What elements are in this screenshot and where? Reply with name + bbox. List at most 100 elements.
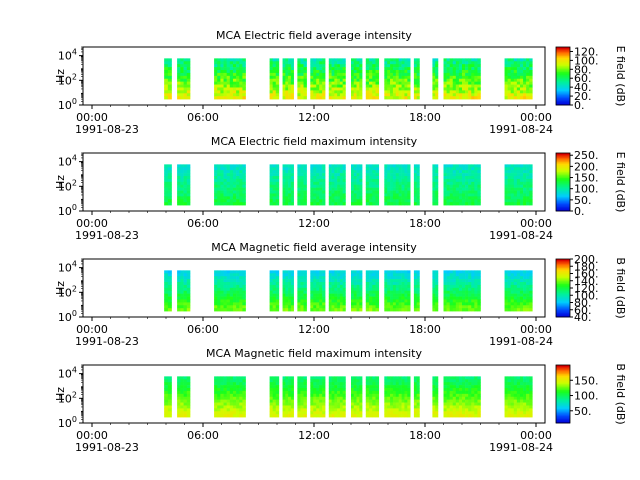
colorbar-tick-label: 160. bbox=[574, 268, 599, 281]
spectrogram-cell bbox=[223, 302, 227, 306]
spectrogram-cell bbox=[220, 190, 224, 194]
spectrogram-cell bbox=[471, 93, 475, 97]
spectrogram-cell bbox=[390, 181, 394, 186]
spectrogram-cell bbox=[232, 290, 237, 294]
spectrogram-cell bbox=[455, 75, 460, 80]
spectrogram-cell bbox=[401, 405, 405, 409]
spectrogram-cell bbox=[516, 72, 521, 77]
spectrogram-cell bbox=[458, 282, 463, 286]
colorbar-swatch bbox=[556, 202, 570, 205]
spectrogram-cell bbox=[477, 181, 481, 186]
spectrogram-cell bbox=[177, 385, 181, 389]
spectrogram-cell bbox=[390, 293, 394, 297]
spectrogram-cell bbox=[401, 184, 405, 188]
spectrogram-cell bbox=[452, 393, 457, 398]
spectrogram-cell bbox=[432, 164, 436, 168]
spectrogram-cell bbox=[392, 170, 397, 174]
spectrogram-cell bbox=[449, 96, 454, 100]
spectrogram-cell bbox=[468, 290, 472, 294]
spectrogram-cell bbox=[446, 402, 450, 406]
spectrogram-cell bbox=[217, 61, 221, 65]
spectrogram-cell bbox=[359, 167, 363, 171]
spectrogram-cell bbox=[297, 70, 301, 74]
spectrogram-cell bbox=[449, 72, 454, 77]
spectrogram-cell bbox=[384, 190, 388, 194]
spectrogram-cell bbox=[449, 87, 454, 91]
spectrogram-cell bbox=[316, 75, 320, 80]
spectrogram-cell bbox=[462, 78, 466, 82]
spectrogram-cell bbox=[398, 299, 402, 303]
spectrogram-cell bbox=[297, 199, 301, 203]
spectrogram-cell bbox=[275, 81, 280, 85]
spectrogram-cell bbox=[443, 72, 447, 77]
spectrogram-cell bbox=[316, 199, 320, 203]
spectrogram-cell bbox=[392, 199, 397, 203]
spectrogram-cell bbox=[186, 411, 191, 415]
spectrogram-cell bbox=[180, 308, 184, 312]
spectrogram-cell bbox=[471, 196, 475, 200]
spectrogram-cell bbox=[395, 390, 399, 395]
spectrogram-cell bbox=[229, 414, 234, 418]
spectrogram-cell bbox=[353, 276, 357, 280]
spectrogram-cell bbox=[242, 293, 246, 297]
data-segment bbox=[384, 270, 411, 312]
spectrogram-cell bbox=[319, 167, 323, 171]
spectrogram-cell bbox=[223, 78, 227, 82]
spectrogram-cell bbox=[297, 282, 301, 286]
spectrogram-cell bbox=[180, 181, 184, 186]
spectrogram-cell bbox=[458, 376, 463, 380]
spectrogram-cell bbox=[390, 396, 394, 400]
spectrogram-cell bbox=[167, 296, 172, 300]
spectrogram-cell bbox=[236, 273, 240, 277]
spectrogram-cell bbox=[413, 176, 417, 180]
spectrogram-cell bbox=[297, 193, 301, 197]
spectrogram-cell bbox=[401, 305, 405, 309]
spectrogram-cell bbox=[392, 178, 397, 183]
spectrogram-cell bbox=[395, 187, 399, 191]
spectrogram-cell bbox=[504, 72, 508, 77]
spectrogram-cell bbox=[313, 385, 317, 389]
spectrogram-cell bbox=[164, 390, 169, 395]
spectrogram-cell bbox=[413, 170, 417, 174]
spectrogram-cell bbox=[504, 299, 508, 303]
spectrogram-cell bbox=[416, 308, 420, 312]
colorbar-swatch bbox=[556, 158, 570, 161]
spectrogram-cell bbox=[167, 284, 172, 289]
spectrogram-cell bbox=[167, 414, 172, 418]
spectrogram-cell bbox=[303, 190, 307, 194]
spectrogram-cell bbox=[471, 176, 475, 180]
spectrogram-cell bbox=[516, 393, 521, 398]
spectrogram-cell bbox=[214, 202, 218, 206]
spectrogram-cell bbox=[510, 411, 515, 415]
spectrogram-cell bbox=[316, 90, 320, 94]
colorbar-swatch bbox=[556, 83, 570, 86]
spectrogram-cell bbox=[232, 393, 237, 398]
spectrogram-cell bbox=[353, 388, 357, 392]
spectrogram-cell bbox=[272, 72, 277, 77]
spectrogram-cell bbox=[519, 78, 524, 82]
spectrogram-cell bbox=[529, 290, 533, 294]
spectrogram-cell bbox=[303, 270, 307, 274]
spectrogram-cell bbox=[167, 87, 172, 91]
spectrogram-cell bbox=[369, 67, 373, 71]
data-segment bbox=[297, 270, 307, 312]
spectrogram-cell bbox=[395, 96, 399, 100]
data-segment bbox=[164, 58, 172, 100]
spectrogram-cell bbox=[303, 170, 307, 174]
spectrogram-cell bbox=[167, 408, 172, 412]
spectrogram-cell bbox=[297, 287, 301, 292]
spectrogram-cell bbox=[401, 290, 405, 294]
spectrogram-cell bbox=[331, 414, 335, 418]
spectrogram-cell bbox=[285, 402, 289, 406]
spectrogram-cell bbox=[401, 399, 405, 403]
spectrogram-cell bbox=[339, 396, 343, 400]
spectrogram-cell bbox=[504, 173, 508, 177]
spectrogram-cell bbox=[504, 87, 508, 91]
spectrogram-cell bbox=[401, 81, 405, 85]
spectrogram-cell bbox=[236, 81, 240, 85]
spectrogram-cell bbox=[416, 72, 420, 77]
spectrogram-cell bbox=[446, 287, 450, 292]
spectrogram-cell bbox=[217, 385, 221, 389]
spectrogram-cell bbox=[342, 75, 346, 80]
spectrogram-cell bbox=[180, 90, 184, 94]
